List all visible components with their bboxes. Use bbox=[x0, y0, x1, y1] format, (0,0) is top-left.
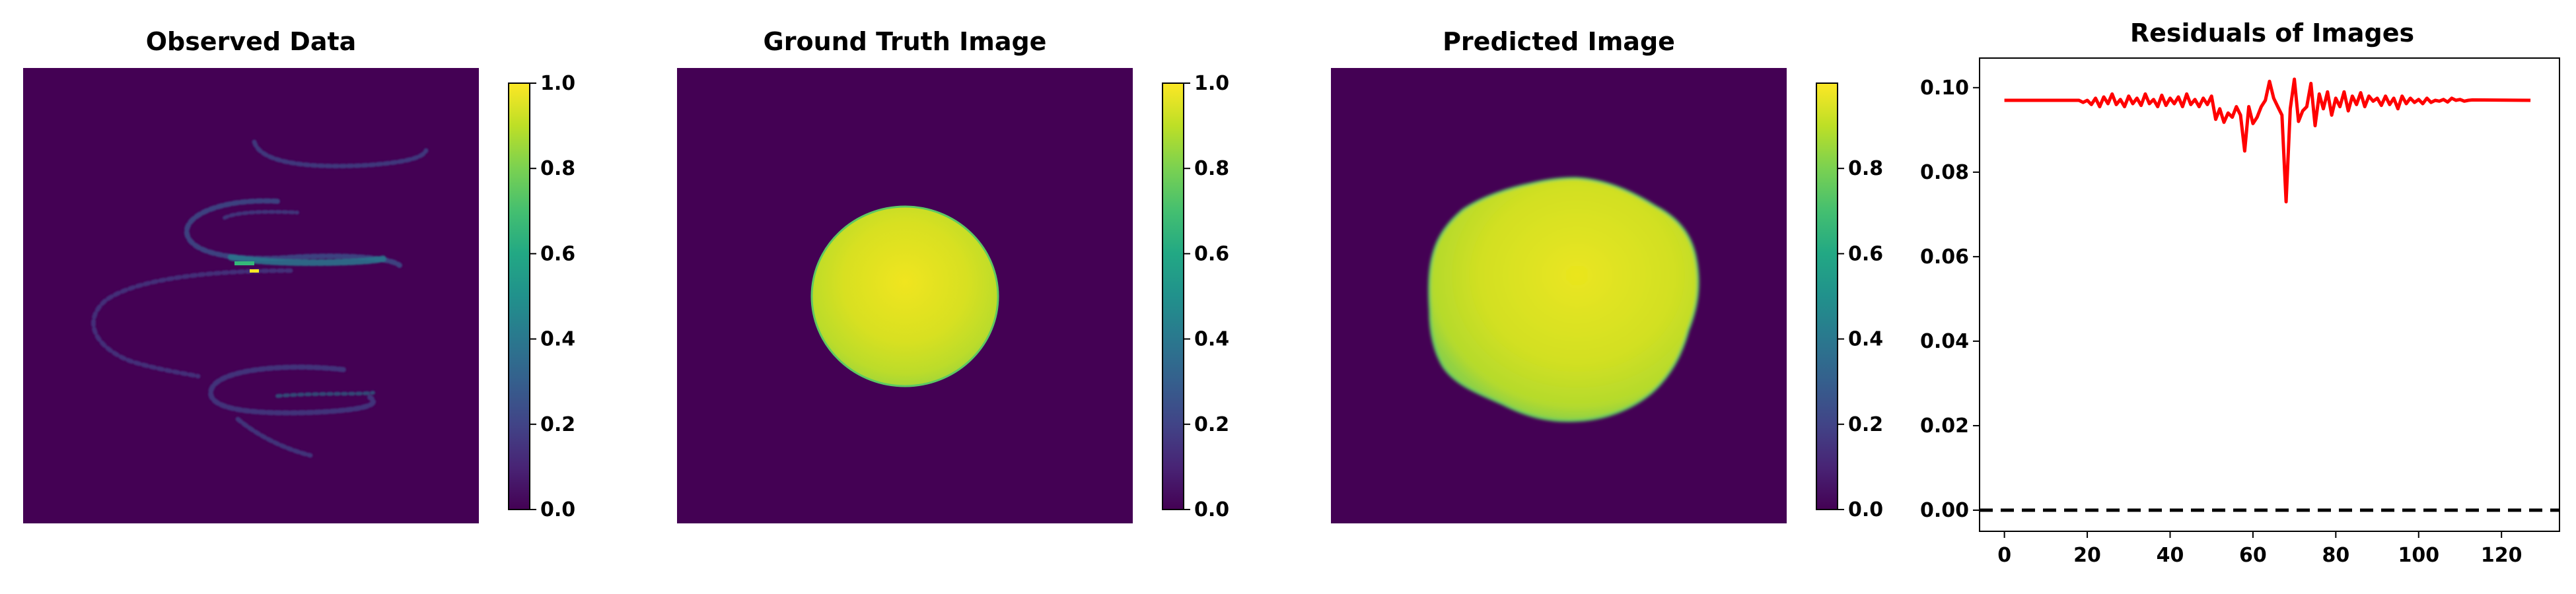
x-tick-label: 0 bbox=[1997, 544, 2011, 567]
colorbar-tick-label: 0.4 bbox=[540, 328, 575, 351]
observed-data-title: Observed Data bbox=[146, 27, 357, 56]
x-tick-label: 100 bbox=[2398, 544, 2439, 567]
x-tick-label: 120 bbox=[2481, 544, 2522, 567]
ground-truth-title: Ground Truth Image bbox=[764, 27, 1047, 56]
streak-mid-small bbox=[223, 209, 299, 220]
streak-center-band bbox=[228, 254, 386, 267]
predicted-blob bbox=[1427, 176, 1699, 422]
residuals-title: Residuals of Images bbox=[2130, 18, 2414, 48]
colorbar-tick-label: 0.2 bbox=[1194, 413, 1229, 436]
ground-truth-disk bbox=[810, 205, 999, 387]
colorbar-tick-label: 0.6 bbox=[540, 242, 575, 265]
predicted-panel: Predicted Image 0.0 0.2 0.4 0.6 0.8 bbox=[1331, 27, 1883, 523]
x-tick-label: 80 bbox=[2322, 544, 2349, 567]
predicted-title: Predicted Image bbox=[1443, 27, 1675, 56]
colorbar-tick-label: 0.0 bbox=[1194, 498, 1229, 521]
colorbar-tick-label: 0.4 bbox=[1194, 328, 1229, 351]
residuals-plot-area: 0.00 0.02 0.04 0.06 0.08 0.10 0 20 40 60 80 100 120 bbox=[1920, 77, 2559, 567]
x-tick-label: 20 bbox=[2073, 544, 2101, 567]
colorbar-tick-label: 0.8 bbox=[1194, 157, 1229, 180]
colorbar-tick-label: 0.8 bbox=[540, 157, 575, 180]
observed-streaks bbox=[91, 139, 429, 458]
x-tick-label: 60 bbox=[2239, 544, 2267, 567]
colorbar-tick-label: 1.0 bbox=[1194, 72, 1229, 95]
ground-truth-colorbar-ticks: 0.0 0.2 0.4 0.6 0.8 1.0 bbox=[1184, 72, 1229, 521]
colorbar-tick-label: 0.2 bbox=[540, 413, 575, 436]
y-tick-label: 0.06 bbox=[1920, 246, 1969, 269]
colorbar-tick-label: 0.2 bbox=[1848, 413, 1883, 436]
predicted-colorbar-ticks: 0.0 0.2 0.4 0.6 0.8 bbox=[1838, 157, 1883, 521]
y-tick-label: 0.10 bbox=[1920, 77, 1969, 100]
colorbar-tick-label: 0.4 bbox=[1848, 328, 1883, 351]
y-tick-label: 0.02 bbox=[1920, 414, 1969, 438]
observed-colorbar bbox=[508, 82, 530, 510]
ground-truth-panel: Ground Truth Image 0.0 0.2 0.4 0.6 0.8 1.0 bbox=[677, 27, 1229, 523]
observed-hotspot bbox=[250, 269, 259, 273]
streak-bottom-arc bbox=[235, 416, 313, 458]
x-tick-label: 40 bbox=[2157, 544, 2184, 567]
streak-lower-right bbox=[275, 391, 375, 398]
observed-data-panel: Observed Data 0.0 0.2 0.4 0.6 0.8 1.0 bbox=[23, 27, 575, 523]
residual-series-line bbox=[2004, 77, 2531, 204]
colorbar-tick-label: 0.0 bbox=[540, 498, 575, 521]
colorbar-tick-label: 0.6 bbox=[1848, 242, 1883, 265]
colorbar-tick-label: 0.8 bbox=[1848, 157, 1883, 180]
observed-data-heatmap bbox=[23, 68, 479, 523]
y-tick-label: 0.08 bbox=[1920, 161, 1969, 184]
colorbar-tick-label: 1.0 bbox=[540, 72, 575, 95]
predicted-colorbar bbox=[1816, 82, 1838, 510]
observed-warm-pixels bbox=[234, 261, 254, 265]
residuals-panel: Residuals of Images 0.00 0.02 0.04 0.06 0.08… bbox=[1920, 18, 2560, 567]
y-tick-label: 0.04 bbox=[1920, 330, 1969, 353]
residuals-axes-frame bbox=[1979, 57, 2560, 532]
colorbar-tick-label: 0.6 bbox=[1194, 242, 1229, 265]
streak-left-arc bbox=[91, 268, 293, 379]
observed-colorbar-ticks: 0.0 0.2 0.4 0.6 0.8 1.0 bbox=[530, 72, 575, 521]
y-tick-label: 0.00 bbox=[1920, 499, 1969, 522]
streak-upper-right bbox=[252, 139, 429, 169]
colorbar-tick-label: 0.0 bbox=[1848, 498, 1883, 521]
ground-truth-colorbar bbox=[1162, 82, 1184, 510]
streak-lower-loop bbox=[208, 364, 376, 416]
